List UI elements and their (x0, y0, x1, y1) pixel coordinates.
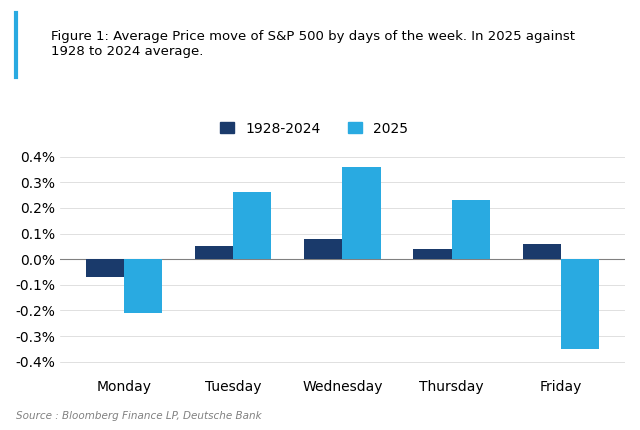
Bar (342, 167, 381, 259)
Bar (124, 259, 162, 313)
Text: Source : Bloomberg Finance LP, Deutsche Bank: Source : Bloomberg Finance LP, Deutsche … (16, 412, 262, 421)
Bar (233, 193, 271, 259)
Bar (452, 200, 490, 259)
Bar (195, 246, 233, 259)
Text: Figure 1: Average Price move of S&P 500 by days of the week. In 2025 against
192: Figure 1: Average Price move of S&P 500 … (51, 30, 575, 58)
Bar (523, 244, 561, 259)
Bar (561, 259, 599, 349)
Bar (86, 259, 124, 277)
Bar (413, 249, 452, 259)
Bar (304, 239, 342, 259)
Legend: 1928-2024, 2025: 1928-2024, 2025 (214, 116, 413, 141)
